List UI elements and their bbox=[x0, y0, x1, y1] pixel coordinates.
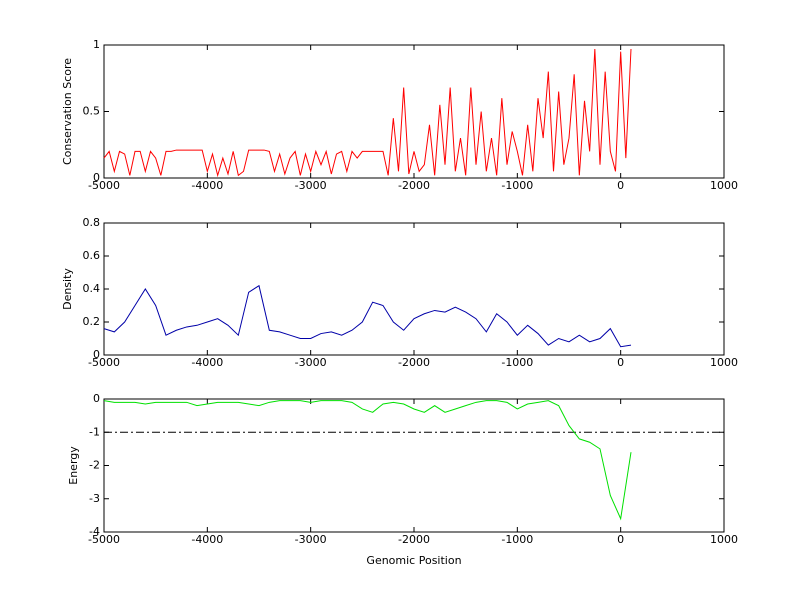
x-tick-label: 0 bbox=[617, 356, 624, 369]
y-tick-label: -4 bbox=[89, 525, 100, 538]
data-line bbox=[103, 48, 632, 178]
x-tick-label: -5000 bbox=[88, 179, 120, 192]
x-tick-label: -3000 bbox=[295, 533, 327, 546]
x-tick-label: 1000 bbox=[710, 356, 738, 369]
y-tick-label: 0 bbox=[93, 171, 100, 184]
y-tick-label: 0.4 bbox=[83, 282, 101, 295]
data-line bbox=[103, 400, 632, 521]
y-tick-label: -3 bbox=[89, 492, 100, 505]
x-tick-label: 0 bbox=[617, 179, 624, 192]
axes-box bbox=[103, 398, 725, 533]
x-tick-label: -4000 bbox=[191, 533, 223, 546]
y-tick-label: 0 bbox=[93, 392, 100, 405]
x-axis-label: Genomic Position bbox=[366, 554, 461, 567]
x-tick-label: -4000 bbox=[191, 356, 223, 369]
x-tick-label: -1000 bbox=[501, 179, 533, 192]
y-axis-label: Density bbox=[61, 268, 74, 310]
x-tick-label: -5000 bbox=[88, 533, 120, 546]
y-tick-label: -2 bbox=[89, 459, 100, 472]
y-tick-label: 0 bbox=[93, 348, 100, 361]
data-line bbox=[103, 284, 632, 348]
x-tick-label: -1000 bbox=[501, 356, 533, 369]
x-tick-label: -3000 bbox=[295, 356, 327, 369]
x-tick-label: -2000 bbox=[398, 179, 430, 192]
y-tick-label: 0.8 bbox=[83, 216, 101, 229]
y-tick-label: 0.6 bbox=[83, 249, 101, 262]
y-axis-label: Conservation Score bbox=[61, 58, 74, 165]
x-tick-label: -2000 bbox=[398, 356, 430, 369]
x-tick-label: -1000 bbox=[501, 533, 533, 546]
y-tick-label: 1 bbox=[93, 38, 100, 51]
x-tick-label: -4000 bbox=[191, 179, 223, 192]
x-tick-label: -2000 bbox=[398, 533, 430, 546]
axes-box bbox=[103, 44, 725, 179]
y-tick-label: -1 bbox=[89, 425, 100, 438]
axes-box bbox=[103, 222, 725, 356]
y-axis-label: Energy bbox=[67, 446, 80, 485]
x-tick-label: 1000 bbox=[710, 533, 738, 546]
x-tick-label: 1000 bbox=[710, 179, 738, 192]
x-tick-label: -5000 bbox=[88, 356, 120, 369]
y-tick-label: 0.5 bbox=[83, 105, 101, 118]
x-tick-label: 0 bbox=[617, 533, 624, 546]
x-tick-label: -3000 bbox=[295, 179, 327, 192]
y-tick-label: 0.2 bbox=[83, 315, 101, 328]
